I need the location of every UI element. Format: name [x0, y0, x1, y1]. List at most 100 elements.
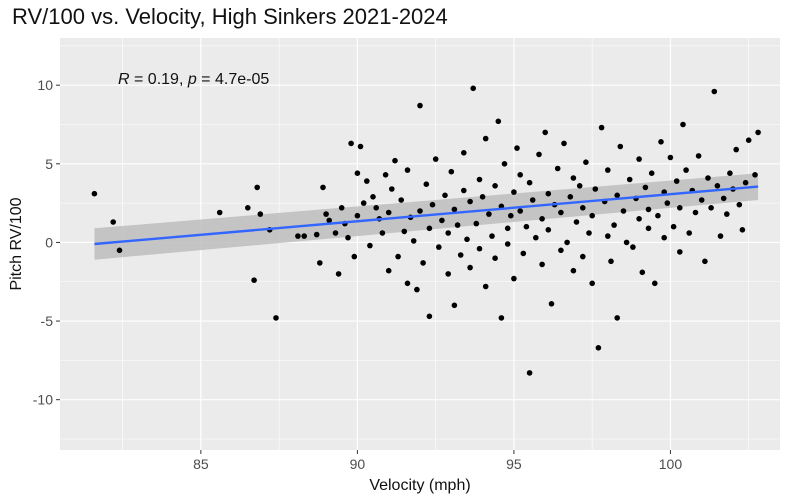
data-point	[517, 208, 523, 214]
data-point	[404, 280, 411, 287]
data-point	[695, 153, 702, 159]
data-point	[598, 124, 605, 131]
data-point	[724, 211, 730, 217]
data-point	[580, 205, 586, 211]
data-point	[470, 85, 477, 92]
data-point	[561, 140, 567, 147]
data-point	[605, 167, 611, 173]
data-point	[595, 345, 602, 351]
data-point	[545, 227, 552, 233]
data-point	[335, 271, 342, 277]
data-point	[404, 167, 411, 173]
data-point	[482, 283, 489, 290]
data-point	[692, 209, 699, 216]
data-point	[508, 212, 514, 219]
data-point	[385, 209, 392, 216]
data-point	[686, 230, 692, 236]
regression-line-path	[94, 185, 759, 246]
data-point	[445, 271, 452, 277]
data-point	[736, 201, 743, 208]
data-point	[664, 200, 671, 206]
data-point	[658, 139, 664, 145]
data-point	[251, 277, 257, 284]
data-point	[467, 264, 473, 271]
data-point	[364, 178, 370, 184]
data-point	[110, 219, 116, 225]
data-point	[661, 234, 667, 241]
data-point	[523, 223, 530, 230]
data-point	[673, 178, 680, 184]
annotation-p-symbol: p	[187, 71, 197, 88]
data-point	[401, 228, 408, 235]
data-point	[410, 238, 417, 244]
data-point	[461, 187, 467, 194]
data-point	[476, 176, 483, 183]
data-point	[570, 175, 577, 181]
data-point	[501, 161, 508, 167]
data-point	[677, 249, 683, 255]
data-point	[583, 159, 589, 165]
data-point	[614, 315, 620, 321]
data-point	[680, 121, 686, 128]
data-point	[677, 205, 683, 211]
x-tick-label: 95	[506, 456, 522, 472]
data-point	[542, 129, 548, 136]
data-point	[439, 217, 445, 224]
data-point	[395, 253, 401, 260]
data-point	[420, 260, 426, 266]
data-point	[492, 255, 498, 261]
data-point	[301, 233, 308, 239]
y-tick-label: 0	[45, 234, 53, 250]
annotation-p-value: = 4.7e-05	[197, 71, 270, 88]
data-point	[448, 168, 455, 175]
data-point	[642, 184, 649, 191]
data-point	[473, 220, 480, 227]
data-point	[320, 184, 326, 191]
chart-title: RV/100 vs. Velocity, High Sinkers 2021-2…	[12, 4, 448, 29]
data-point	[417, 208, 423, 214]
data-point	[116, 247, 123, 254]
data-point	[702, 258, 708, 265]
data-point	[476, 245, 483, 252]
data-point	[720, 195, 727, 202]
data-point	[558, 209, 564, 216]
data-point	[573, 219, 580, 225]
x-tick-label: 85	[193, 456, 209, 472]
data-point	[445, 230, 452, 236]
data-point	[495, 118, 502, 125]
data-point	[636, 216, 642, 222]
data-point	[548, 301, 555, 307]
data-point	[467, 198, 473, 205]
data-point	[567, 194, 574, 200]
y-axis-title: Pitch RV/100	[8, 197, 25, 290]
axis-tick-labels: 85 90 95 100 -10 -5 0 5 10	[33, 77, 683, 472]
data-point	[457, 252, 464, 258]
data-point	[667, 154, 674, 161]
correlation-annotation: R = 0.19, p = 4.7e-05	[118, 71, 269, 88]
data-point	[245, 205, 251, 211]
data-point	[517, 172, 523, 178]
data-point	[520, 250, 527, 257]
data-point	[414, 286, 420, 293]
data-point	[373, 205, 380, 211]
data-point	[727, 170, 733, 176]
regression-line	[94, 185, 759, 246]
data-point	[655, 212, 661, 219]
data-point	[454, 222, 461, 228]
data-point	[576, 183, 583, 189]
data-point	[611, 222, 617, 228]
data-point	[432, 156, 439, 162]
data-point	[504, 225, 511, 232]
y-tick-label: -5	[41, 313, 54, 329]
data-point	[370, 194, 376, 200]
data-point	[755, 129, 761, 136]
y-tick-label: 10	[37, 77, 53, 93]
data-point	[385, 267, 392, 274]
data-point	[558, 247, 564, 254]
data-point	[317, 260, 323, 266]
data-point	[589, 212, 595, 219]
data-point	[326, 217, 333, 224]
data-point	[614, 192, 620, 199]
y-tick-label: 5	[45, 156, 53, 172]
data-point	[645, 225, 652, 232]
